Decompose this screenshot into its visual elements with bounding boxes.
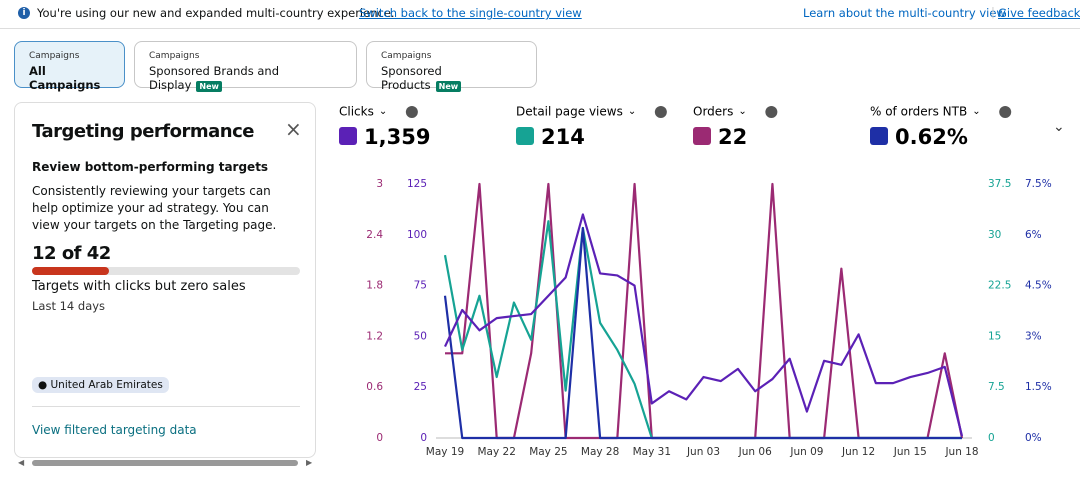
y-tick-label: 0 <box>376 432 383 444</box>
y-tick-label: 125 <box>407 178 427 190</box>
y-tick-label: 0% <box>1025 432 1042 444</box>
x-tick-label: Jun 09 <box>789 446 823 458</box>
y-tick-label: 30 <box>988 229 1001 241</box>
x-tick-label: May 25 <box>529 446 567 458</box>
learn-link[interactable]: Learn about the multi-country view <box>803 6 1006 20</box>
x-tick-label: Jun 18 <box>944 446 978 458</box>
tab[interactable]: Campaigns Sponsored Brands and Display New <box>134 41 357 92</box>
tab-label: Sponsored Brands and Display <box>149 64 279 92</box>
info-icon <box>405 106 418 118</box>
info-icon: i <box>18 7 30 19</box>
y-tick-label: 6% <box>1025 229 1042 241</box>
card-subtitle: Review bottom-performing targets <box>32 160 269 174</box>
x-tick-label: Jun 06 <box>738 446 772 458</box>
info-icon <box>999 106 1012 118</box>
banner-text: You're using our new and expanded multi-… <box>37 6 395 20</box>
y-tick-label: 75 <box>414 280 427 292</box>
y-tick-label: 3 <box>376 178 383 190</box>
chip: ● United Arab Emirates <box>32 377 169 393</box>
info-icon <box>654 106 667 118</box>
series-line <box>443 220 962 440</box>
legend-swatch <box>693 127 711 145</box>
tab-label: Sponsored Products <box>381 64 442 92</box>
series-line <box>445 182 964 440</box>
legend-swatch <box>339 127 357 145</box>
tab-kicker: Campaigns <box>381 51 432 61</box>
caption: Targets with clicks but zero sales <box>32 279 246 294</box>
progress-bar <box>32 267 109 275</box>
y-tick-label: 0 <box>988 432 995 444</box>
close-button[interactable]: × <box>285 117 302 141</box>
tab[interactable]: Campaigns All Campaigns <box>14 41 125 92</box>
y-tick-label: 4.5% <box>1025 280 1052 292</box>
tab[interactable]: Campaigns Sponsored Products New <box>366 41 537 92</box>
banner-link[interactable]: Switch back to the single-country view <box>359 6 582 20</box>
x-tick-label: Jun 03 <box>686 446 720 458</box>
badge: New <box>435 81 462 92</box>
y-tick-label: 2.4 <box>366 229 383 241</box>
metric-total: 22 <box>718 125 747 149</box>
y-tick-label: 1.2 <box>366 330 383 342</box>
y-tick-label: 1.8 <box>366 280 383 292</box>
expand-chevron[interactable]: ⌄ <box>1053 119 1065 135</box>
banner: i You're using our new and expanded mult… <box>0 0 1080 29</box>
progress-label: 12 of 42 <box>32 243 111 264</box>
y-tick-label: 7.5 <box>988 381 1005 393</box>
metric-total: 0.62% <box>895 125 968 149</box>
y-tick-label: 37.5 <box>988 178 1011 190</box>
tab-kicker: Campaigns <box>149 51 200 61</box>
tab-kicker: Campaigns <box>29 51 80 61</box>
metric-total: 1,359 <box>364 125 430 149</box>
y-tick-label: 1.5% <box>1025 381 1052 393</box>
x-tick-label: May 31 <box>633 446 671 458</box>
y-tick-label: 25 <box>414 381 427 393</box>
x-tick-label: May 22 <box>477 446 515 458</box>
series-line <box>444 213 964 437</box>
y-tick-label: 0 <box>420 432 427 444</box>
y-tick-label: 7.5% <box>1025 178 1052 190</box>
dropdown-caret: ⌄ <box>738 106 746 117</box>
legend-swatch <box>870 127 888 145</box>
card-title: Targeting performance <box>32 121 254 142</box>
metric-name[interactable]: Detail page views <box>516 105 623 119</box>
y-tick-label: 15 <box>988 330 1001 342</box>
chip-label: United Arab Emirates <box>50 379 163 391</box>
x-tick-label: May 19 <box>426 446 464 458</box>
metric-name[interactable]: % of orders NTB <box>870 105 967 119</box>
x-tick-label: Jun 12 <box>841 446 875 458</box>
dropdown-caret: ⌄ <box>628 106 636 117</box>
info-icon <box>765 106 778 118</box>
scrollbar: ◀ ▶ <box>18 458 313 467</box>
metric-total: 214 <box>541 125 585 149</box>
card-link[interactable]: View filtered targeting data <box>32 423 197 437</box>
progress-track <box>32 267 300 275</box>
metric-name[interactable]: Orders <box>693 105 733 119</box>
y-tick-label: 3% <box>1025 330 1042 342</box>
series-line <box>443 226 962 440</box>
y-tick-label: 100 <box>407 229 427 241</box>
y-tick-label: 0.6 <box>366 381 383 393</box>
legend-swatch <box>516 127 534 145</box>
divider <box>32 406 300 407</box>
metric-name[interactable]: Clicks <box>339 105 374 119</box>
period: Last 14 days <box>32 299 106 313</box>
badge: New <box>196 81 222 92</box>
feedback-link[interactable]: Give feedback <box>998 6 1080 20</box>
card-body: Consistently reviewing your targets can … <box>32 184 277 232</box>
card: Targeting performance × Review bottom-pe… <box>14 102 316 458</box>
tab-label: All Campaigns <box>29 64 101 92</box>
x-tick-label: Jun 15 <box>893 446 927 458</box>
dropdown-caret: ⌄ <box>972 106 980 117</box>
separator: | <box>991 5 995 19</box>
y-tick-label: 22.5 <box>988 280 1011 292</box>
y-tick-label: 50 <box>414 330 427 342</box>
x-tick-label: May 28 <box>581 446 619 458</box>
dropdown-caret: ⌄ <box>379 106 387 117</box>
